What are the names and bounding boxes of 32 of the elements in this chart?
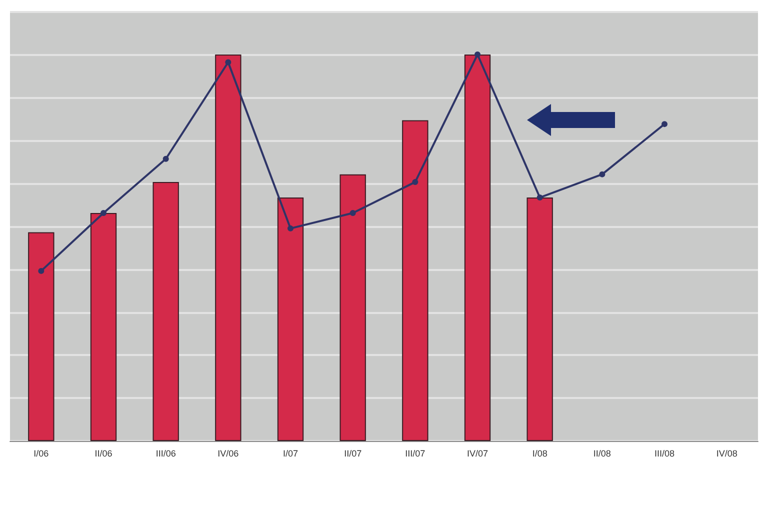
bar	[277, 198, 304, 441]
bar	[402, 120, 428, 441]
point	[536, 194, 543, 201]
point	[662, 121, 668, 128]
x-tick-label: IV/08	[716, 448, 738, 458]
bar	[152, 182, 179, 441]
x-tick-label: IV/06	[218, 448, 239, 458]
point	[350, 210, 356, 216]
bar	[215, 54, 242, 441]
bar	[464, 54, 491, 441]
x-tick-label: III/08	[654, 448, 675, 458]
point	[100, 210, 106, 216]
point	[412, 179, 418, 186]
x-tick-label: I/07	[282, 448, 298, 458]
x-tick-label: IV/07	[466, 448, 488, 458]
x-tick-label: I/08	[532, 448, 548, 458]
x-tick-label: II/06	[94, 448, 112, 458]
point	[599, 171, 606, 178]
x-tick-label: III/06	[156, 448, 176, 458]
point	[38, 268, 44, 274]
x-tick-label: I/06	[34, 448, 49, 458]
x-tick-label: III/07	[405, 448, 426, 458]
point	[225, 59, 232, 66]
bar	[340, 174, 366, 441]
x-tick-label: II/08	[593, 448, 611, 458]
x-tick-label: II/07	[344, 448, 362, 458]
bar	[526, 198, 553, 441]
point	[288, 225, 294, 232]
bar	[90, 212, 117, 441]
bar	[28, 232, 54, 441]
point	[474, 52, 480, 58]
point	[162, 156, 169, 162]
